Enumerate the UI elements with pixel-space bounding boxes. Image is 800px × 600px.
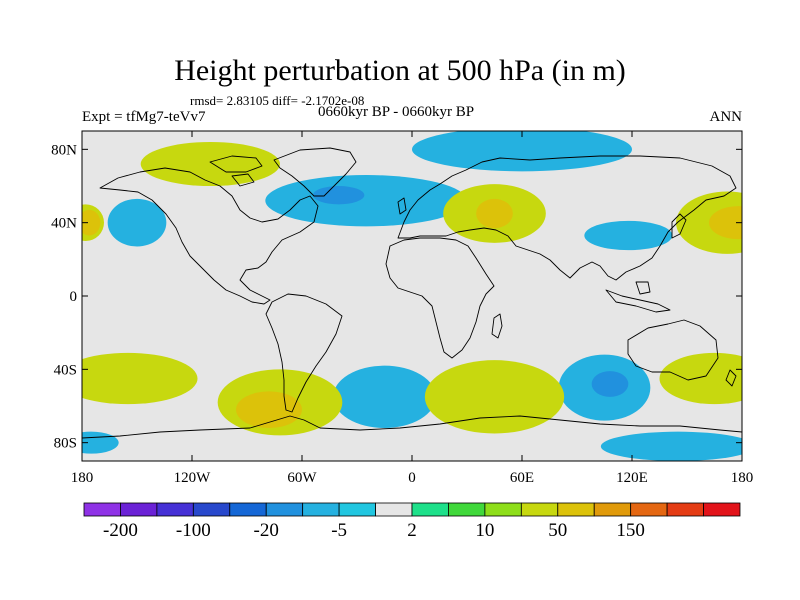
anomaly-region [584, 220, 673, 251]
lat-tick-label: 80N [51, 142, 77, 158]
colorbar-box [520, 502, 559, 517]
colorbar-box [338, 502, 376, 517]
anomaly-region [82, 209, 101, 236]
period-label: 0660kyr BP - 0660kyr BP [318, 104, 475, 120]
colorbar-box [557, 502, 595, 517]
anomaly-region [333, 365, 436, 429]
season-label: ANN [709, 109, 743, 125]
lat-tick-label: 40N [51, 216, 77, 232]
coast-uk [397, 197, 407, 215]
anomaly-region [412, 131, 632, 172]
anomaly-region [140, 142, 280, 186]
experiment-label: Expt = tfMg7-teVv7 [82, 109, 206, 125]
anomaly-region [424, 360, 565, 434]
anomaly-region [709, 206, 742, 240]
map-title: Height perturbation at 500 hPa (in m) [174, 54, 626, 87]
anomaly-region [265, 175, 467, 227]
colorbar-label: 50 [548, 520, 567, 541]
colorbar-label: 2 [407, 520, 417, 541]
anomaly-region [659, 352, 742, 405]
colorbar-label: -5 [331, 520, 347, 541]
colorbar-box [630, 502, 668, 517]
anomaly-region [476, 198, 513, 229]
colorbar-box [229, 502, 267, 517]
colorbar-label: 10 [475, 520, 494, 541]
lon-tick-label: 0 [408, 470, 416, 486]
coastlines [82, 147, 742, 439]
colorbar-label: -200 [103, 520, 138, 541]
colorbar-box [666, 502, 704, 517]
colorbar-box [484, 502, 522, 517]
stats-text: rmsd= 2.83105 diff= -2.1702e-08 [190, 93, 365, 108]
lon-tick-label: 120E [616, 470, 648, 486]
colorbar: -200 -100 -20 -5 2 10 50 150 [83, 502, 741, 541]
lat-tick-label: 80S [54, 436, 77, 452]
coast-greenland [273, 147, 357, 197]
anomaly-region [313, 186, 365, 205]
map-plot-area [82, 131, 742, 461]
anomaly-region [82, 352, 198, 405]
colorbar-box [411, 502, 449, 517]
coast-north-america [99, 167, 319, 305]
colorbar-box [156, 502, 194, 517]
colorbar-box [265, 502, 304, 517]
colorbar-label: -20 [254, 520, 279, 541]
anomaly-region [236, 391, 302, 428]
lat-tick-label: 0 [70, 289, 78, 305]
colorbar-box [448, 502, 486, 517]
coast-antarctica [82, 415, 742, 439]
coast-south-america [265, 293, 343, 413]
anomaly-region [600, 431, 742, 461]
coast-madagascar [491, 313, 503, 339]
lon-tick-label: 180 [731, 470, 754, 486]
lon-tick-label: 60E [510, 470, 534, 486]
coast-maritime-asia [605, 281, 671, 313]
coast-arctic-islands [209, 155, 263, 187]
coast-japan [671, 213, 687, 239]
colorbar-box [83, 502, 121, 517]
colorbar-box [120, 502, 158, 517]
colorbar-box [703, 502, 741, 517]
colorbar-box [302, 502, 340, 517]
coast-africa [385, 237, 495, 359]
colorbar-box [593, 502, 632, 517]
colorbar-box [192, 502, 231, 517]
lat-tick-label: 40S [54, 362, 77, 378]
lon-tick-label: 120W [174, 470, 212, 486]
lon-tick-label: 60W [287, 470, 317, 486]
coast-new-zealand [725, 369, 737, 387]
colorbar-box [375, 502, 413, 517]
lon-tick-label: 180 [71, 470, 94, 486]
map-axes: 80N 40N 0 40S 80S 180 120W 60W 0 60E 120E 180 [51, 131, 753, 486]
anomaly-region [107, 198, 167, 247]
anomaly-region [591, 371, 629, 397]
coast-eurasia [397, 155, 737, 281]
colorbar-label: -100 [176, 520, 211, 541]
coast-australia [627, 319, 719, 381]
colorbar-label: 150 [616, 520, 645, 541]
